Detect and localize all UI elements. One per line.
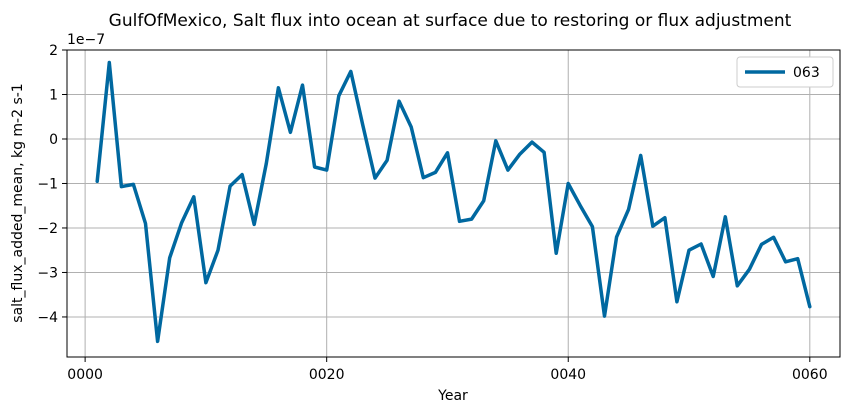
- x-tick-label: 0040: [550, 367, 586, 383]
- x-tick-label: 0000: [67, 367, 103, 383]
- y-tick-label: −3: [37, 265, 58, 281]
- legend: 063: [736, 56, 834, 88]
- y-axis-label: salt_flux_added_mean, kg m-2 s-1: [10, 83, 26, 322]
- y-tick-label: −2: [37, 221, 58, 237]
- grid: [67, 49, 840, 357]
- tick-labels: 0000 0020 0040 0060 −4 −3 −2 −1 0 1 2: [37, 43, 827, 383]
- y-tick-label: 2: [49, 43, 58, 59]
- series-layer: [95, 60, 812, 344]
- chart-title: GulfOfMexico, Salt flux into ocean at su…: [109, 11, 792, 31]
- legend-label: 063: [793, 65, 820, 81]
- x-tick-label: 0060: [792, 367, 828, 383]
- y-tick-label: −1: [37, 176, 58, 192]
- y-tick-label: 0: [49, 132, 58, 148]
- y-offset-label: 1e−7: [67, 32, 105, 48]
- series-line-063: [95, 60, 812, 344]
- x-tick-label: 0020: [309, 367, 345, 383]
- plot-frame: [66, 49, 841, 358]
- x-axis-label: Year: [437, 388, 468, 404]
- y-tick-label: −4: [37, 310, 58, 326]
- y-tick-label: 1: [49, 87, 58, 103]
